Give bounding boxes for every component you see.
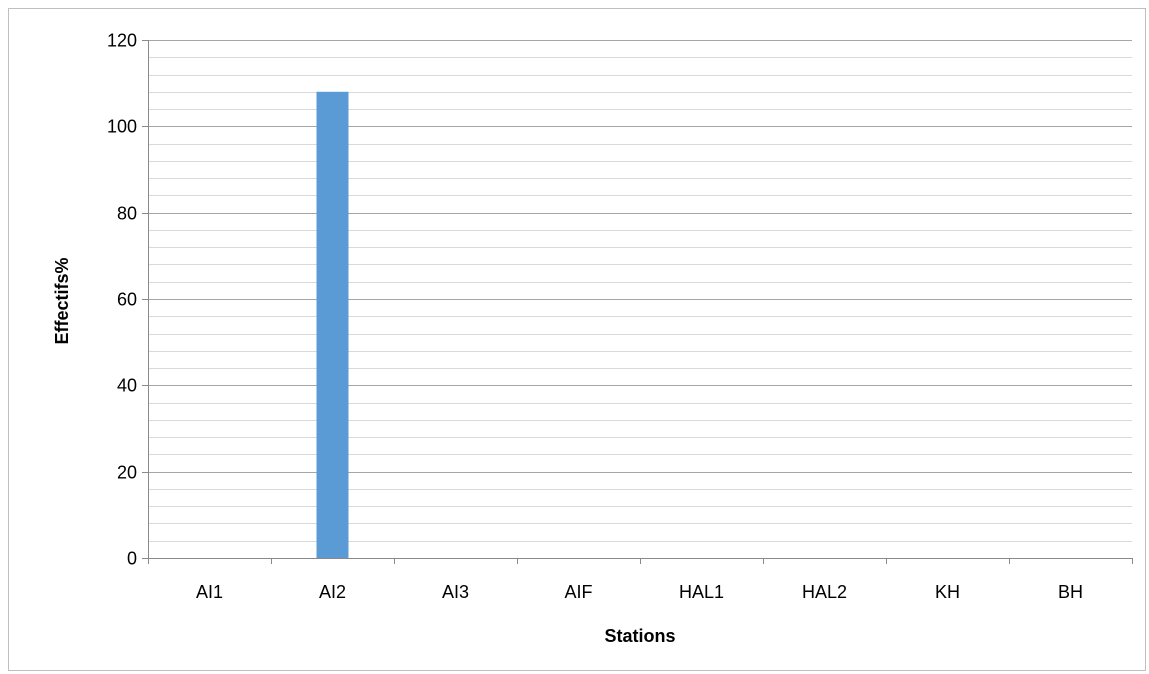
x-tick-label: KH [935, 582, 960, 602]
y-axis-title: Effectifs% [52, 257, 72, 344]
x-tick-label: AI2 [319, 582, 346, 602]
x-tick-label: HAL2 [802, 582, 847, 602]
y-tick-label: 20 [117, 463, 137, 483]
x-tick-labels: AI1 AI2 AI3 AIF HAL1 HAL2 KH BH [196, 582, 1083, 602]
x-tick-label: HAL1 [679, 582, 724, 602]
major-gridlines [142, 40, 1132, 559]
y-tick-label: 40 [117, 376, 137, 396]
y-tick-label: 120 [107, 31, 137, 51]
axes [148, 40, 1133, 564]
bar-ai2 [316, 91, 349, 559]
x-tick-label: BH [1058, 582, 1083, 602]
chart-frame [8, 8, 1146, 671]
x-tick-label: AI1 [196, 582, 223, 602]
x-tick-label: AIF [564, 582, 592, 602]
y-tick-label: 100 [107, 117, 137, 137]
y-tick-label: 80 [117, 204, 137, 224]
x-axis-title: Stations [604, 626, 675, 646]
bars [316, 91, 349, 559]
y-tick-label: 60 [117, 290, 137, 310]
y-tick-label: 0 [127, 549, 137, 569]
y-tick-labels: 0 20 40 60 80 100 120 [107, 31, 137, 569]
minor-gridlines [148, 57, 1132, 542]
x-tick-label: AI3 [442, 582, 469, 602]
